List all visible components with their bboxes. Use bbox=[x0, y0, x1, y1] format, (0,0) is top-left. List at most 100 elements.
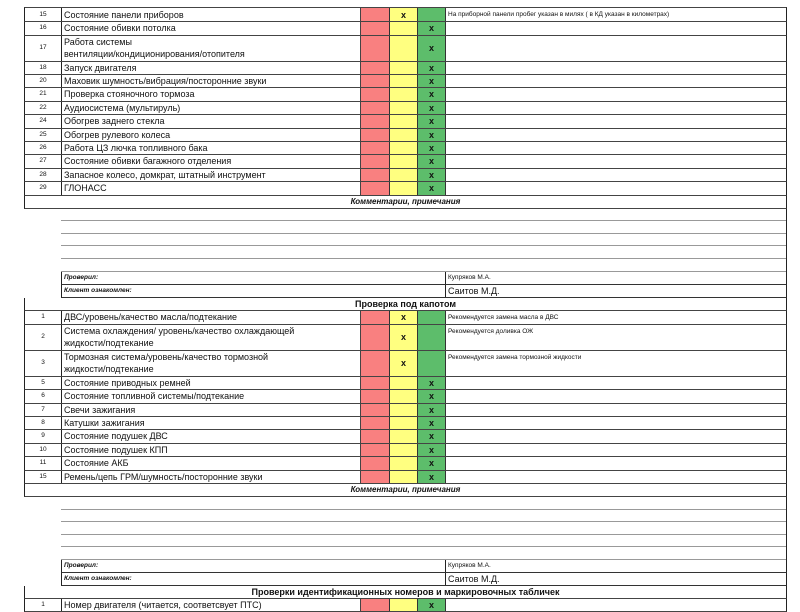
status-cell-warn[interactable] bbox=[390, 182, 418, 195]
item-number: 16 bbox=[25, 22, 62, 35]
item-text: Работа ЦЗ лючка топливного бака bbox=[62, 142, 361, 155]
status-cell-bad[interactable] bbox=[361, 22, 390, 35]
status-cell-ok[interactable]: x bbox=[418, 403, 446, 416]
status-cell-warn[interactable]: x bbox=[390, 8, 418, 22]
status-cell-warn[interactable] bbox=[390, 155, 418, 168]
item-text: Аудиосистема (мультируль) bbox=[62, 101, 361, 115]
comment-line[interactable] bbox=[61, 246, 786, 260]
table-row: 16 Состояние обивки потолка x bbox=[24, 22, 787, 36]
status-cell-warn[interactable]: x bbox=[390, 350, 418, 376]
status-cell-bad[interactable] bbox=[361, 430, 390, 443]
status-cell-bad[interactable] bbox=[361, 128, 390, 142]
table-row: 2 Система охлаждения/ уровень/качество ох… bbox=[24, 325, 787, 351]
status-cell-bad[interactable] bbox=[361, 75, 390, 88]
item-note bbox=[446, 417, 786, 429]
status-cell-warn[interactable] bbox=[390, 416, 418, 430]
status-cell-ok[interactable]: x bbox=[418, 61, 446, 75]
status-cell-bad[interactable] bbox=[361, 376, 390, 390]
status-cell-bad[interactable] bbox=[361, 101, 390, 115]
status-cell-ok[interactable]: x bbox=[418, 457, 446, 470]
status-cell-warn[interactable] bbox=[390, 470, 418, 483]
status-cell-warn[interactable] bbox=[390, 168, 418, 182]
status-cell-bad[interactable] bbox=[361, 310, 390, 325]
status-cell-bad[interactable] bbox=[361, 88, 390, 101]
status-cell-warn[interactable]: x bbox=[390, 310, 418, 325]
status-cell-bad[interactable] bbox=[361, 598, 390, 612]
status-cell-ok[interactable]: x bbox=[418, 430, 446, 443]
status-cell-ok[interactable]: x bbox=[418, 155, 446, 168]
status-cell-bad[interactable] bbox=[361, 470, 390, 483]
status-cell-ok[interactable]: x bbox=[418, 142, 446, 155]
comment-line[interactable] bbox=[61, 535, 786, 548]
item-text: Обогрев заднего стекла bbox=[62, 115, 361, 128]
item-note bbox=[446, 129, 786, 141]
comment-line[interactable] bbox=[61, 234, 786, 247]
status-cell-bad[interactable] bbox=[361, 182, 390, 195]
status-cell-ok[interactable]: x bbox=[418, 416, 446, 430]
status-cell-bad[interactable] bbox=[361, 403, 390, 416]
status-cell-warn[interactable] bbox=[390, 101, 418, 115]
comment-line[interactable] bbox=[61, 547, 786, 560]
status-cell-ok[interactable]: x bbox=[418, 443, 446, 457]
status-cell-warn[interactable] bbox=[390, 115, 418, 128]
comment-line[interactable] bbox=[61, 522, 786, 535]
status-cell-warn[interactable] bbox=[390, 390, 418, 403]
status-cell-warn[interactable] bbox=[390, 75, 418, 88]
item-number: 26 bbox=[25, 142, 62, 155]
status-cell-ok[interactable]: x bbox=[418, 390, 446, 403]
status-cell-ok[interactable]: x bbox=[418, 128, 446, 142]
status-cell-bad[interactable] bbox=[361, 390, 390, 403]
item-text: Запасное колесо, домкрат, штатный инстру… bbox=[62, 168, 361, 182]
status-cell-warn[interactable] bbox=[390, 598, 418, 612]
status-cell-warn[interactable] bbox=[390, 457, 418, 470]
status-cell-bad[interactable] bbox=[361, 443, 390, 457]
status-cell-ok[interactable]: x bbox=[418, 182, 446, 195]
status-cell-ok[interactable]: x bbox=[418, 35, 446, 61]
status-cell-ok[interactable]: x bbox=[418, 376, 446, 390]
status-cell-bad[interactable] bbox=[361, 416, 390, 430]
status-cell-bad[interactable] bbox=[361, 115, 390, 128]
comment-line[interactable] bbox=[61, 497, 786, 510]
status-cell-bad[interactable] bbox=[361, 61, 390, 75]
status-cell-bad[interactable] bbox=[361, 8, 390, 22]
status-cell-warn[interactable] bbox=[390, 128, 418, 142]
status-cell-ok[interactable] bbox=[418, 350, 446, 376]
status-cell-warn[interactable]: x bbox=[390, 325, 418, 350]
status-cell-warn[interactable] bbox=[390, 88, 418, 101]
item-number: 9 bbox=[25, 430, 62, 443]
status-cell-ok[interactable]: x bbox=[418, 22, 446, 35]
status-cell-ok[interactable] bbox=[418, 310, 446, 325]
comment-line[interactable] bbox=[61, 221, 786, 234]
status-cell-ok[interactable]: x bbox=[418, 75, 446, 88]
status-cell-ok[interactable]: x bbox=[418, 598, 446, 612]
status-cell-bad[interactable] bbox=[361, 35, 390, 61]
status-cell-warn[interactable] bbox=[390, 403, 418, 416]
status-cell-ok[interactable]: x bbox=[418, 168, 446, 182]
status-cell-warn[interactable] bbox=[390, 22, 418, 35]
comment-lines[interactable] bbox=[61, 208, 787, 272]
status-cell-bad[interactable] bbox=[361, 168, 390, 182]
comment-line[interactable] bbox=[61, 510, 786, 523]
status-cell-ok[interactable] bbox=[418, 8, 446, 22]
status-cell-warn[interactable] bbox=[390, 61, 418, 75]
status-cell-ok[interactable]: x bbox=[418, 101, 446, 115]
item-text: Номер двигателя (читается, соответсвует … bbox=[62, 598, 361, 612]
status-cell-bad[interactable] bbox=[361, 142, 390, 155]
comment-lines[interactable] bbox=[61, 496, 787, 560]
status-cell-warn[interactable] bbox=[390, 142, 418, 155]
status-cell-warn[interactable] bbox=[390, 35, 418, 61]
comment-line[interactable] bbox=[61, 209, 786, 222]
status-cell-bad[interactable] bbox=[361, 325, 390, 350]
status-cell-bad[interactable] bbox=[361, 350, 390, 376]
status-cell-warn[interactable] bbox=[390, 443, 418, 457]
status-cell-ok[interactable]: x bbox=[418, 88, 446, 101]
status-cell-warn[interactable] bbox=[390, 430, 418, 443]
status-cell-ok[interactable] bbox=[418, 325, 446, 350]
status-cell-ok[interactable]: x bbox=[418, 115, 446, 128]
status-cell-ok[interactable]: x bbox=[418, 470, 446, 483]
comment-line[interactable] bbox=[61, 259, 786, 272]
status-cell-warn[interactable] bbox=[390, 376, 418, 390]
table-row: 22 Аудиосистема (мультируль) x bbox=[24, 101, 787, 116]
status-cell-bad[interactable] bbox=[361, 457, 390, 470]
status-cell-bad[interactable] bbox=[361, 155, 390, 168]
